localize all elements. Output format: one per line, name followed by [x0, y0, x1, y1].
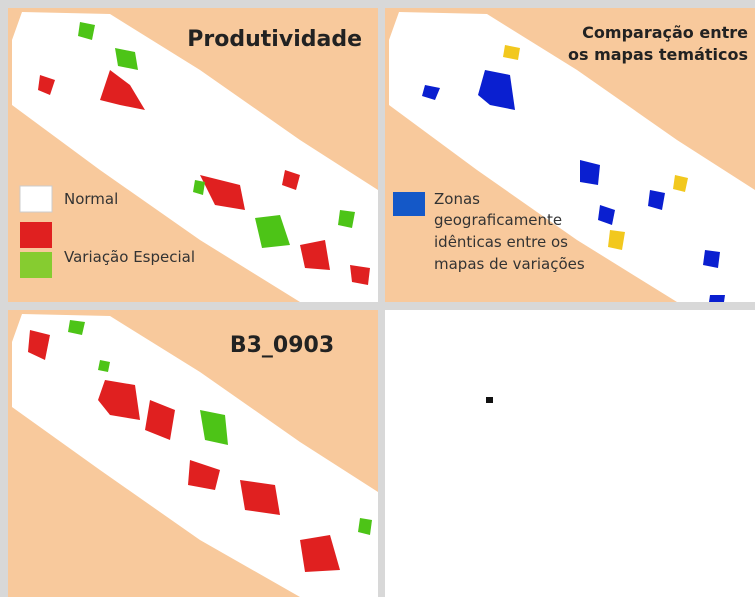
page: Produtividade Normal Variação Especial C… — [0, 0, 755, 597]
legend-label: geograficamente — [434, 211, 562, 229]
map-figure: Produtividade Normal Variação Especial C… — [0, 0, 755, 597]
panel-title: Produtividade — [187, 27, 362, 52]
legend-label: idênticas entre os — [434, 233, 568, 251]
legend-label: mapas de variações — [434, 255, 585, 273]
legend-label: Variação Especial — [64, 248, 195, 266]
empty-panel — [385, 310, 755, 597]
panel-title: Comparação entre — [582, 23, 748, 42]
legend-label: Normal — [64, 190, 118, 208]
legend-label: Zonas — [434, 190, 480, 208]
panel-title: B3_0903 — [230, 333, 334, 358]
panel-title: os mapas temáticos — [568, 45, 748, 64]
icon — [486, 397, 493, 403]
